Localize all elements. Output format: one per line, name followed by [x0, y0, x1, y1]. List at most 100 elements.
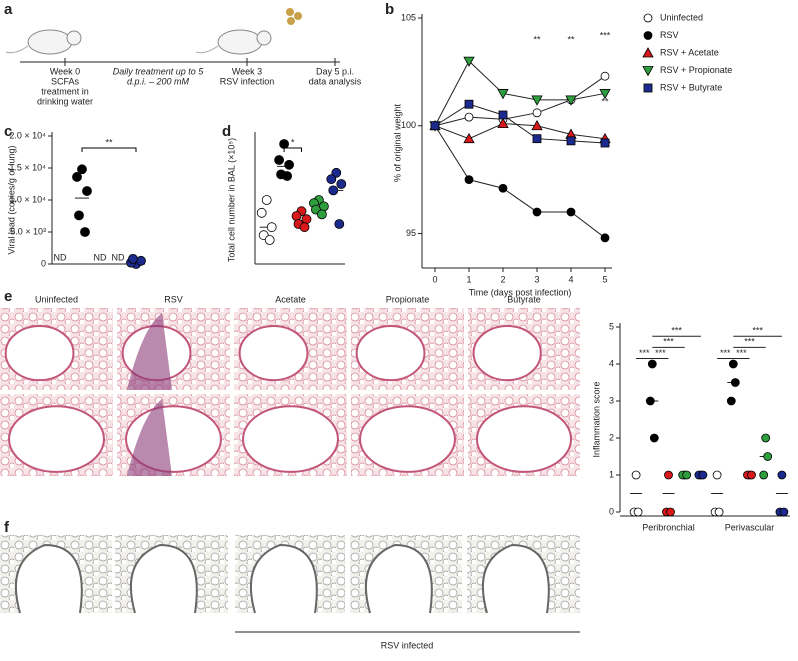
y-axis-label: Inflammation score [591, 381, 601, 457]
y-tick-label: 100 [401, 120, 416, 130]
airway-lumen [355, 325, 426, 382]
data-point [631, 470, 641, 480]
y-tick-label: 105 [401, 12, 416, 22]
virus-icon [286, 8, 294, 16]
annotation: ** [567, 34, 575, 44]
legend-marker [643, 31, 653, 40]
annotation: *** [671, 326, 682, 336]
y-tick-label: 95 [406, 228, 416, 238]
annotation: * [291, 137, 295, 147]
marker [532, 134, 542, 144]
airway-lumen [359, 405, 456, 473]
data-point [682, 470, 692, 480]
marker [430, 121, 440, 131]
legend-label: Uninfected [660, 12, 703, 22]
marker [566, 207, 576, 217]
inflammation-region [127, 313, 172, 390]
data-point [779, 507, 789, 517]
series-line [434, 123, 606, 140]
significance-bracket [283, 147, 302, 152]
panel-label: f [4, 519, 10, 536]
schematic-text: d.p.i. – 200 mM [127, 76, 190, 86]
legend-label: RSV + Propionate [660, 65, 732, 75]
marker [464, 175, 474, 185]
marker [599, 89, 611, 100]
data-point [72, 172, 82, 182]
data-point [299, 222, 310, 233]
data-point [645, 396, 655, 406]
x-tick-label: 1 [466, 274, 471, 284]
legend-label: RSV [660, 30, 679, 40]
column-title: Uninfected [35, 294, 78, 304]
footnote: RSV infected [381, 640, 434, 650]
inflammation-region [127, 399, 172, 476]
marker [532, 207, 542, 217]
schematic-text: drinking water [37, 96, 93, 106]
marker [498, 183, 508, 193]
data-point [291, 211, 302, 221]
panel-label: d [222, 123, 231, 140]
annotation: *** [639, 348, 650, 358]
data-point [747, 470, 756, 480]
mouse-icon [256, 30, 272, 46]
series-line [434, 125, 606, 239]
y-tick-label: 1 [609, 469, 614, 479]
y-tick-label: 2.0 × 10⁴ [9, 130, 46, 140]
series-line [434, 75, 606, 127]
annotation: *** [655, 348, 666, 358]
y-tick-label: 5.0 × 10³ [10, 226, 46, 236]
column-title: Acetate [275, 294, 306, 304]
legend-label: RSV + Butyrate [660, 82, 722, 92]
marker [565, 95, 577, 106]
data-point [128, 253, 138, 264]
data-point [80, 227, 90, 237]
airway-lumen [475, 405, 573, 473]
virus-icon [294, 12, 302, 20]
marker [532, 108, 542, 118]
mouse-icon [66, 30, 82, 46]
data-point [730, 378, 740, 387]
x-tick-label: 0 [432, 274, 437, 284]
legend-marker [642, 66, 654, 77]
data-point [664, 470, 673, 480]
marker [498, 110, 508, 120]
series-line [434, 60, 606, 126]
panel-label: b [385, 1, 394, 18]
marker [531, 95, 543, 106]
legend-marker [643, 83, 653, 93]
y-tick-label: 1.5 × 10⁴ [9, 162, 46, 172]
data-point [698, 470, 708, 480]
legend-marker [643, 13, 653, 23]
airway-lumen [4, 325, 75, 382]
schematic-text: Week 0 [50, 66, 80, 76]
annotation: *** [663, 337, 674, 347]
marker [463, 132, 475, 144]
mouse-icon [217, 29, 263, 55]
annotation: *** [600, 30, 611, 40]
data-point [328, 185, 339, 196]
schematic-text: RSV infection [220, 76, 275, 86]
data-point [316, 209, 327, 220]
schematic [5, 8, 340, 66]
y-tick-label: 1.0 × 10⁴ [9, 194, 46, 204]
data-point [728, 359, 738, 369]
airway-lumen [242, 405, 339, 473]
mouse-tail [5, 45, 29, 54]
airway-lumen [8, 405, 105, 473]
x-axis-label: Time (days post infection) [469, 287, 572, 297]
data-point [763, 452, 773, 461]
marker [497, 117, 509, 129]
category-label: Perivascular [725, 522, 775, 532]
data-point [649, 433, 659, 443]
column-title: RSV [164, 294, 183, 304]
category-label: Peribronchial [642, 522, 695, 532]
marker [600, 138, 610, 148]
data-point [256, 207, 267, 218]
data-point [726, 396, 736, 406]
airway-lumen [238, 325, 309, 382]
data-point [266, 222, 277, 233]
data-point [326, 174, 337, 185]
y-axis-label: Total cell number in BAL (×10⁵) [226, 138, 236, 262]
x-tick-label: 5 [602, 274, 607, 284]
panel-label: e [4, 288, 12, 305]
